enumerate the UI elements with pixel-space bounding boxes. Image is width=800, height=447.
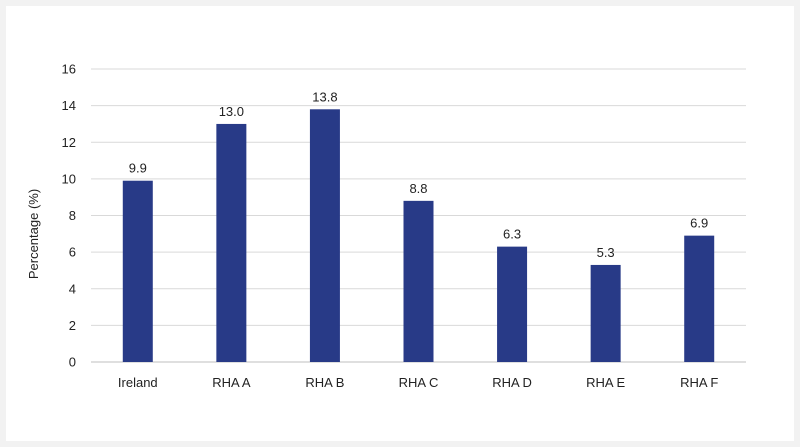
- data-label: 6.3: [503, 227, 521, 242]
- x-tick-label: RHA D: [492, 375, 532, 390]
- y-axis-ticks: 0 2 4 6 8 10 12 14 16: [62, 62, 76, 370]
- y-tick-label: 6: [69, 245, 76, 260]
- y-tick-label: 2: [69, 318, 76, 333]
- y-tick-label: 8: [69, 208, 76, 223]
- bar-rha-b: [309, 109, 340, 362]
- y-tick-label: 0: [69, 355, 76, 370]
- y-axis-title: Percentage (%): [26, 189, 41, 279]
- bar-rha-d: [497, 246, 528, 362]
- y-tick-label: 4: [69, 281, 76, 296]
- x-tick-label: RHA B: [305, 375, 344, 390]
- data-label: 13.0: [219, 104, 244, 119]
- bar-rha-f: [684, 235, 715, 362]
- x-axis-ticks: Ireland RHA A RHA B RHA C RHA D RHA E RHA F: [118, 375, 718, 390]
- data-labels: 9.9 13.0 13.8 8.8 6.3 5.3 6.9: [129, 89, 709, 260]
- x-tick-label: Ireland: [118, 375, 158, 390]
- bar-rha-e: [590, 264, 621, 362]
- x-tick-label: RHA A: [212, 375, 251, 390]
- data-label: 9.9: [129, 161, 147, 176]
- y-tick-label: 10: [62, 171, 76, 186]
- x-tick-label: RHA E: [586, 375, 625, 390]
- x-tick-label: RHA F: [680, 375, 718, 390]
- data-label: 13.8: [312, 89, 337, 104]
- data-label: 8.8: [409, 181, 427, 196]
- x-tick-label: RHA C: [399, 375, 439, 390]
- y-tick-label: 16: [62, 62, 76, 77]
- y-tick-label: 14: [62, 98, 76, 113]
- bar-rha-c: [403, 200, 434, 362]
- bar-ireland: [122, 180, 153, 362]
- data-label: 6.9: [690, 216, 708, 231]
- data-label: 5.3: [597, 245, 615, 260]
- bars: [122, 109, 715, 362]
- bar-rha-a: [216, 123, 247, 362]
- y-tick-label: 12: [62, 135, 76, 150]
